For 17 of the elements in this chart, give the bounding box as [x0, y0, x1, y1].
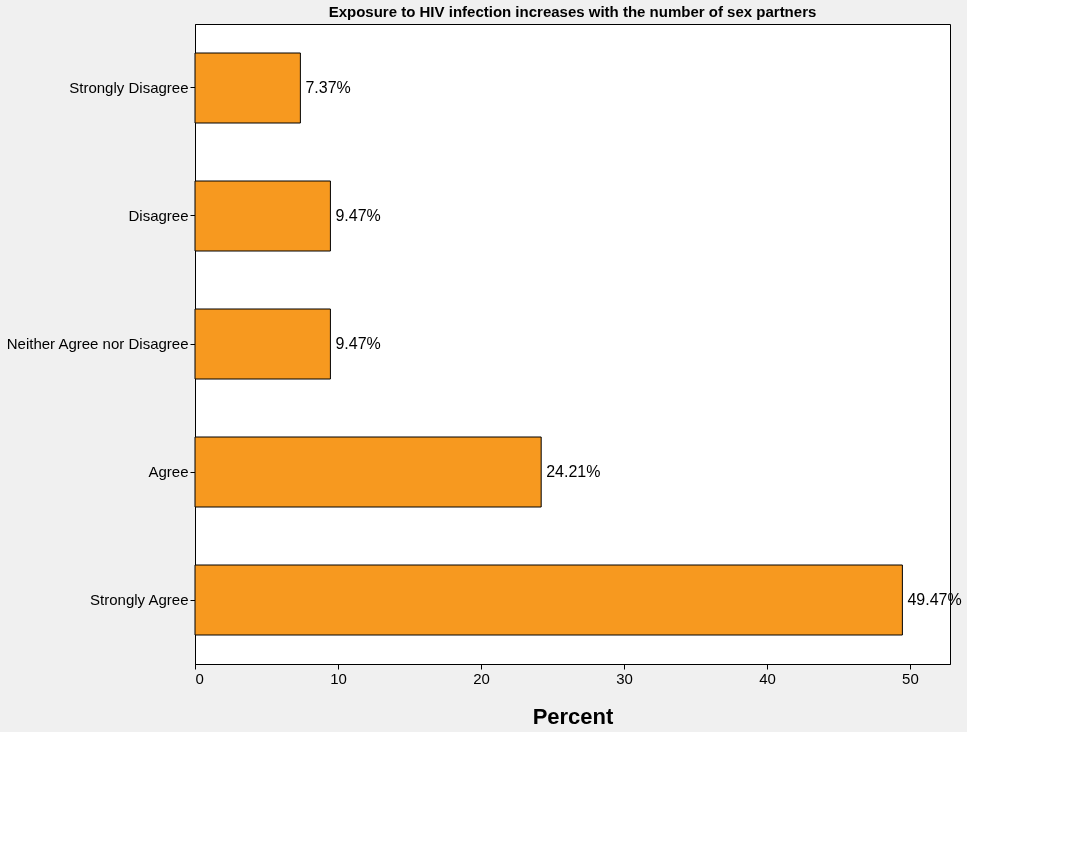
- x-tick-label: 10: [330, 669, 347, 687]
- y-tick-label: Disagree: [128, 207, 189, 224]
- x-tick-label: 20: [473, 669, 490, 687]
- data-label: 9.47%: [335, 207, 381, 224]
- data-label: 7.37%: [305, 79, 351, 96]
- y-tick-label: Strongly Agree: [90, 591, 189, 608]
- x-axis-title: Percent: [532, 703, 615, 729]
- x-tick-label: 30: [616, 669, 633, 687]
- data-label: 24.21%: [546, 463, 601, 480]
- data-label: 9.47%: [335, 335, 381, 352]
- x-tick-label: 50: [902, 669, 919, 687]
- y-tick-label: Strongly Disagree: [69, 79, 189, 96]
- x-tick-label: 0: [195, 669, 204, 687]
- x-tick-label: 40: [759, 669, 776, 687]
- y-tick-label: Neither Agree nor Disagree: [6, 335, 189, 352]
- y-tick-label: Agree: [148, 463, 189, 480]
- chart-title: Exposure to HIV infection increases with the number of sex partners: [328, 3, 817, 20]
